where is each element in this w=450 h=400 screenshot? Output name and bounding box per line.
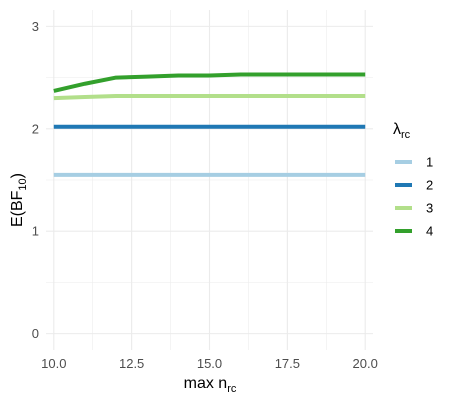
grid <box>46 10 373 350</box>
x-axis-ticks: 10.0 12.5 15.0 17.5 20.0 <box>41 356 378 371</box>
x-tick-label: 10.0 <box>41 356 66 371</box>
legend: λrc 1 2 3 4 <box>393 121 433 239</box>
y-axis-title: E(BF10) <box>9 173 29 227</box>
x-tick-label: 20.0 <box>353 356 378 371</box>
legend-title-sub: rc <box>401 129 411 141</box>
series-lines <box>53 72 366 177</box>
legend-label-3: 3 <box>426 201 433 216</box>
x-tick-label: 12.5 <box>119 356 144 371</box>
series-line-4 <box>53 72 366 93</box>
x-axis-title-main: max n <box>184 375 228 392</box>
legend-title-main: λ <box>393 121 401 138</box>
x-axis-title-sub: rc <box>227 383 237 395</box>
x-tick-label: 15.0 <box>197 356 222 371</box>
x-tick-label: 17.5 <box>275 356 300 371</box>
y-tick-label: 3 <box>32 19 39 34</box>
y-axis-ticks: 0 1 2 3 <box>32 19 39 341</box>
legend-label-2: 2 <box>426 178 433 193</box>
y-tick-label: 0 <box>32 326 39 341</box>
series-line-3 <box>53 94 366 101</box>
y-axis-title-close: ) <box>9 173 26 178</box>
y-tick-label: 2 <box>32 121 39 136</box>
y-axis-title-sub: 10 <box>17 178 29 190</box>
legend-title: λrc <box>393 121 411 141</box>
legend-label-4: 4 <box>426 224 433 239</box>
y-axis-title-main: E(BF <box>9 190 26 227</box>
x-axis-title: max nrc <box>184 375 237 395</box>
y-tick-label: 1 <box>32 224 39 239</box>
legend-label-1: 1 <box>426 155 433 170</box>
